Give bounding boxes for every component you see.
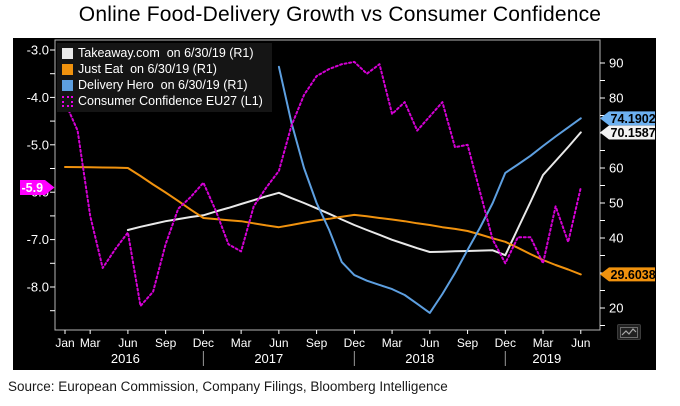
svg-text:2016: 2016 [111, 351, 140, 366]
svg-text:80: 80 [609, 91, 623, 106]
svg-text:Mar: Mar [80, 336, 101, 350]
legend-item-takeaway[interactable]: Takeaway.com on 6/30/19 (R1) [62, 45, 263, 61]
takeaway-swatch-icon [62, 47, 73, 59]
svg-text:90: 90 [609, 56, 623, 71]
series-delivery-hero-line [277, 65, 582, 314]
svg-text:-7.0: -7.0 [27, 232, 49, 247]
legend-item-just-eat[interactable]: Just Eat on 6/30/19 (R1) [62, 61, 263, 77]
svg-text:Mar: Mar [533, 336, 554, 350]
svg-text:Dec: Dec [495, 336, 516, 350]
legend-label: Takeaway.com on 6/30/19 (R1) [78, 46, 254, 60]
svg-text:Mar: Mar [231, 336, 252, 350]
svg-text:Sep: Sep [306, 336, 328, 350]
svg-text:-5.9: -5.9 [22, 181, 44, 195]
svg-text:Sep: Sep [155, 336, 177, 350]
svg-text:-5.0: -5.0 [27, 137, 49, 152]
line-chart-icon [620, 326, 638, 338]
svg-text:60: 60 [609, 161, 623, 176]
legend-item-consumer-confidence[interactable]: Consumer Confidence EU27 (L1) [62, 93, 263, 109]
legend-label: Consumer Confidence EU27 (L1) [78, 94, 263, 108]
delivery-hero-swatch-icon [62, 79, 73, 91]
right-axis-badge-delivery-hero: 74.1902 [600, 111, 656, 126]
svg-text:Jun: Jun [269, 336, 288, 350]
svg-text:Sep: Sep [457, 336, 479, 350]
svg-text:70.1587: 70.1587 [611, 126, 656, 140]
legend-item-delivery-hero[interactable]: Delivery Hero on 6/30/19 (R1) [62, 77, 263, 93]
svg-text:74.1902: 74.1902 [611, 112, 656, 126]
svg-text:-3.0: -3.0 [27, 43, 49, 58]
series-just-eat-line [64, 166, 582, 276]
legend-label: Delivery Hero on 6/30/19 (R1) [78, 78, 248, 92]
svg-text:Jan: Jan [55, 336, 74, 350]
svg-text:-8.0: -8.0 [27, 280, 49, 295]
source-line: Source: European Commission, Company Fil… [8, 379, 448, 394]
chart-legend: Takeaway.com on 6/30/19 (R1) Just Eat on … [57, 43, 272, 112]
svg-text:2019: 2019 [532, 351, 561, 366]
chart-tool-button[interactable] [617, 324, 641, 340]
svg-text:Mar: Mar [382, 336, 403, 350]
left-axis-badge-consumer-confidence: -5.9 [20, 179, 55, 195]
chart-title: Online Food-Delivery Growth vs Consumer … [78, 3, 602, 26]
svg-text:Jun: Jun [118, 336, 137, 350]
right-axis-badge-takeaway-com: 70.1587 [600, 125, 656, 140]
legend-label: Just Eat on 6/30/19 (R1) [78, 62, 217, 76]
x-axis: Jan Mar Jun Sep Dec Mar Jun Sep Dec Mar Jun Sep Dec M… [55, 330, 590, 366]
svg-text:50: 50 [609, 196, 623, 211]
svg-text:29.6038: 29.6038 [611, 268, 656, 282]
svg-text:Jun: Jun [571, 336, 590, 350]
svg-text:40: 40 [609, 231, 623, 246]
svg-text:Dec: Dec [193, 336, 214, 350]
svg-text:2017: 2017 [254, 351, 283, 366]
svg-text:Dec: Dec [344, 336, 365, 350]
svg-text:20: 20 [609, 301, 623, 316]
right-axis-badge-just-eat: 29.6038 [600, 267, 656, 282]
svg-text:-4.0: -4.0 [27, 90, 49, 105]
svg-text:Jun: Jun [420, 336, 439, 350]
series-takeaway-line [126, 131, 582, 257]
just-eat-swatch-icon [62, 63, 73, 75]
series-consumer-confidence-line [64, 60, 582, 307]
consumer-confidence-swatch-icon [62, 95, 73, 107]
svg-text:2018: 2018 [405, 351, 434, 366]
